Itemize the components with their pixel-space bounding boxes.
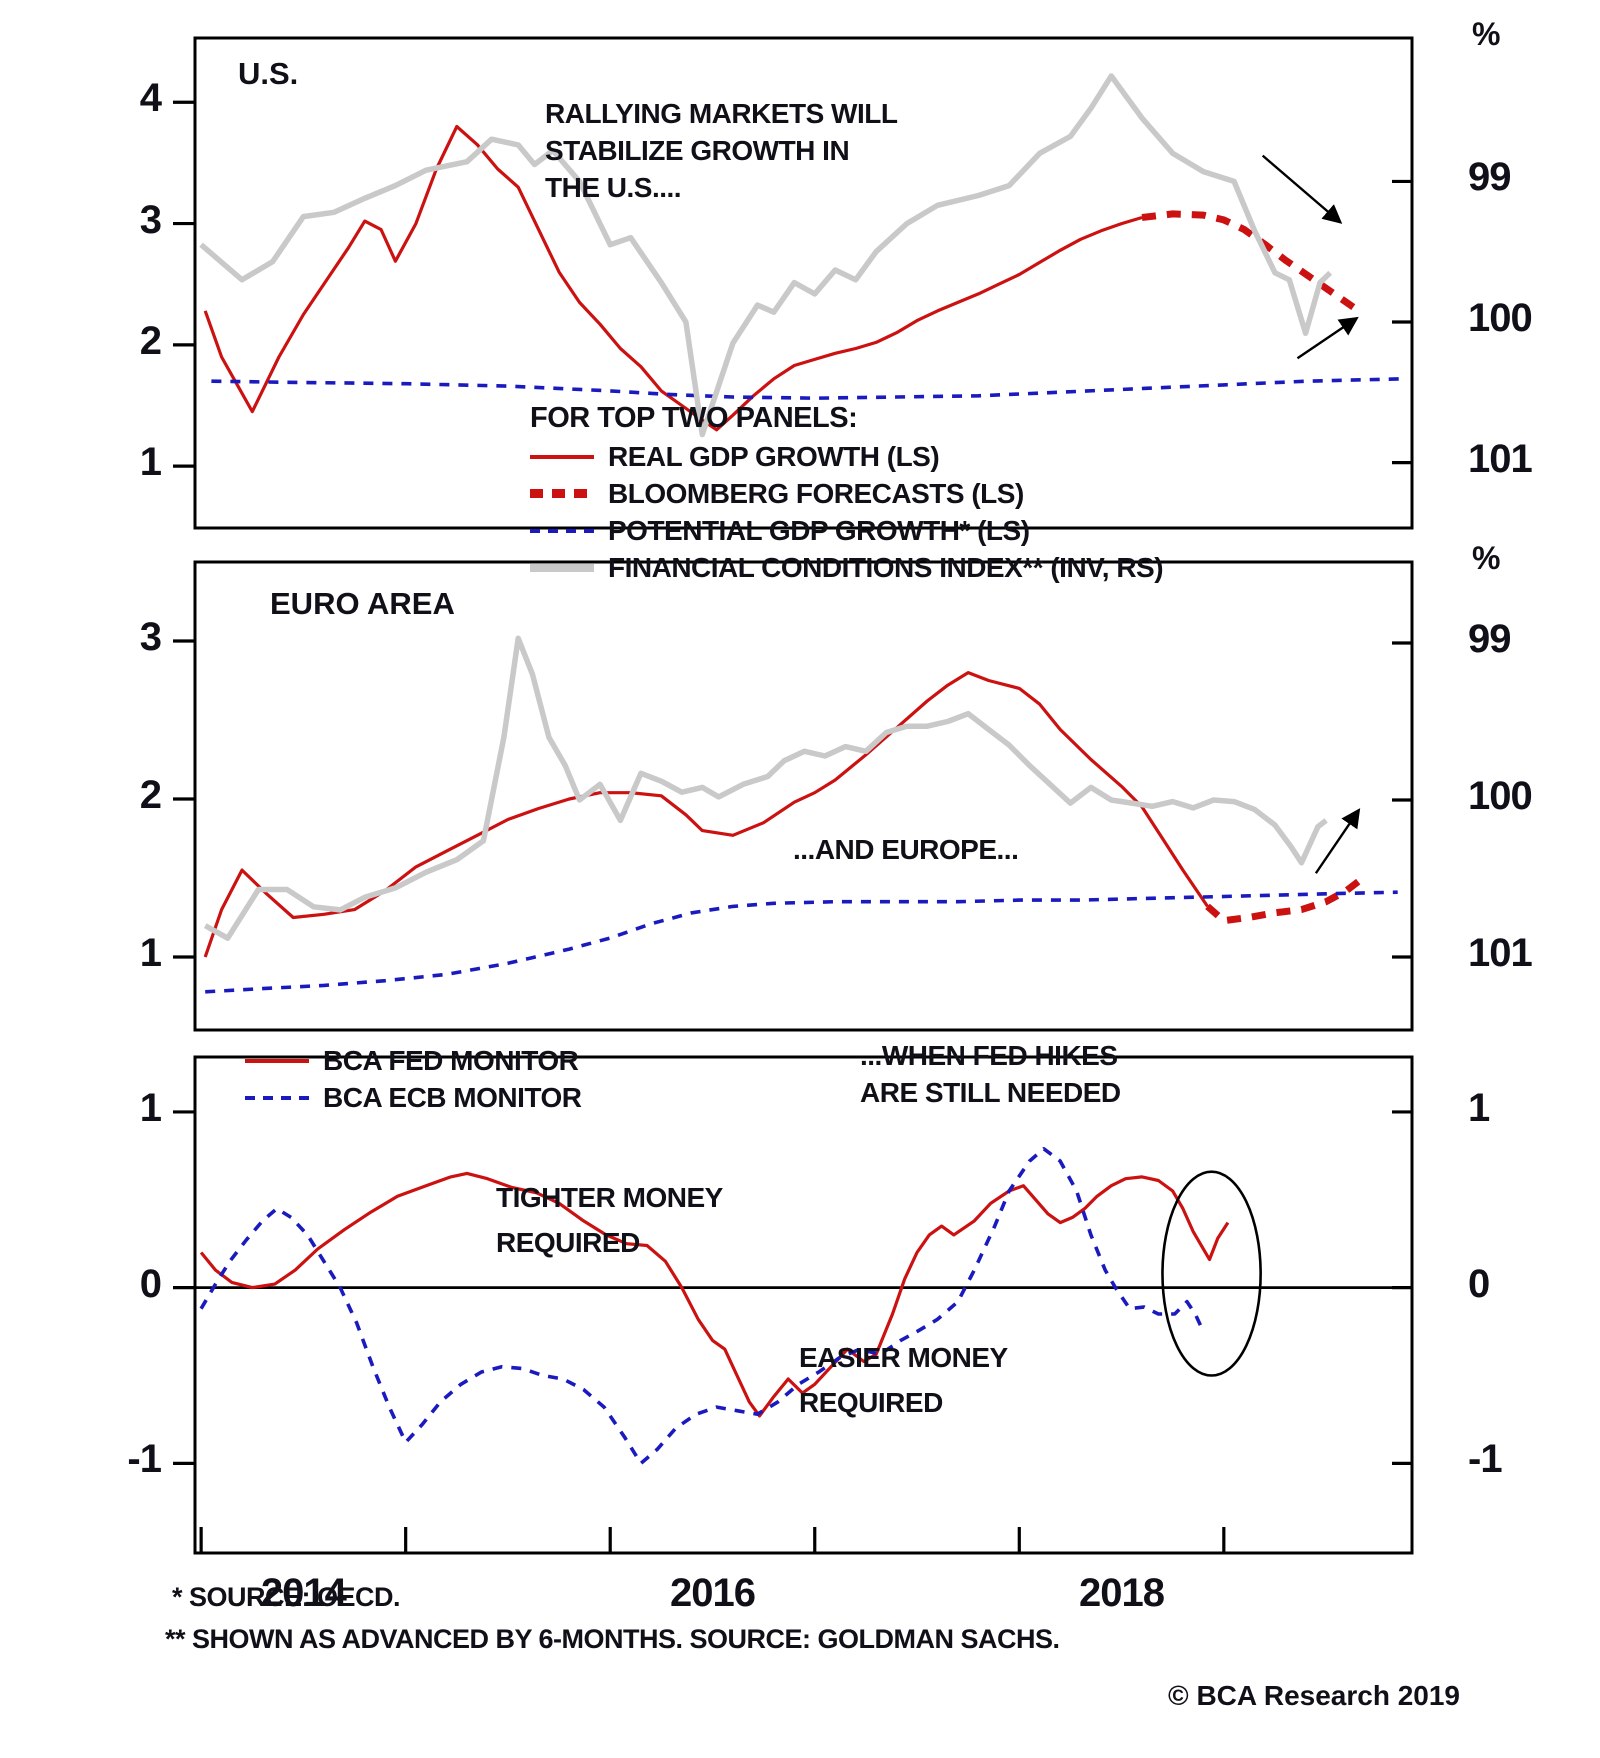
legend-item-financial-conditions: FINANCIAL CONDITIONS INDEX** (INV, RS) [530,549,1164,586]
panel-frame-top [193,36,1414,530]
copyright-bca-research: © BCA Research 2019 [1168,1680,1460,1711]
panel-title-euro-area: EURO AREA [270,586,455,621]
legend-bottom: BCA FED MONITOR BCA ECB MONITOR [245,1042,582,1116]
legend-label: BCA FED MONITOR [323,1044,579,1076]
legend-item-bloomberg-forecasts: BLOOMBERG FORECASTS (LS) [530,475,1163,512]
series-potential-gdp-growth-ls- [211,377,1404,401]
panel-frame-middle [193,560,1414,1032]
left-axis-tick-label-middle: 3 [139,615,162,659]
footnote-source-oecd: * SOURCE: OECD. [172,1582,401,1612]
series-bca-fed-monitor [199,1171,1230,1418]
series-bloomberg-forecasts-ls- [1141,210,1361,314]
right-axis-tick-label-middle: 101 [1468,930,1533,975]
highlight-ellipse [1161,1170,1262,1377]
trend-arrow-middle-0 [1314,808,1361,874]
annotation-and-europe: ...AND EUROPE... [793,834,1019,865]
panel-frame-bottom [193,1055,1414,1555]
legend-label: BLOOMBERG FORECASTS (LS) [608,477,1024,509]
left-axis-tick-label-middle: 1 [139,931,162,975]
legend-top-title: FOR TOP TWO PANELS: [530,401,858,434]
legend-label: FINANCIAL CONDITIONS INDEX** (INV, RS) [608,551,1164,583]
x-axis-year-label-2018: 2018 [1079,1571,1165,1615]
right-axis-tick-label-bottom: -1 [1468,1437,1503,1482]
right-axis-tick-label-top: 100 [1468,296,1533,341]
series-bloomberg-forecasts-ls- [1205,875,1366,925]
right-axis-percent-label-top: % [1472,16,1500,52]
legend-item-ecb-monitor: BCA ECB MONITOR [245,1079,582,1116]
annotation-tighter-money: TIGHTER MONEY REQUIRED [496,1182,723,1258]
blue-dashed-line-swatch [530,528,594,533]
left-axis-tick-label-top: 2 [139,318,162,363]
series-potential-gdp-growth-ls- [205,890,1398,994]
series-financial-conditions-index-inv-rs- [203,635,1328,941]
left-axis-tick-label-middle: 2 [139,773,162,817]
legend-item-fed-monitor: BCA FED MONITOR [245,1042,582,1079]
right-axis-tick-label-top: 99 [1468,155,1511,200]
left-axis-tick-label-bottom: 1 [139,1085,162,1130]
red-solid-line-swatch [245,1058,309,1063]
annotation-rallying-markets: RALLYING MARKETS WILL STABILIZE GROWTH I… [545,98,898,203]
x-axis-year-label-2016: 2016 [669,1571,756,1615]
annotation-when-fed-hikes: ...WHEN FED HIKES ARE STILL NEEDED [860,1040,1121,1108]
annotation-easier-money: EASIER MONEY REQUIRED [799,1342,1008,1418]
legend-label: BCA ECB MONITOR [323,1081,582,1113]
left-axis-tick-label-bottom: -1 [127,1437,162,1482]
right-axis-percent-label-middle: % [1472,540,1500,576]
red-solid-line-swatch [530,454,594,459]
series-financial-conditions-index-inv-rs- [199,73,1333,438]
gray-solid-line-swatch [530,563,594,572]
right-axis-tick-label-middle: 100 [1468,774,1533,818]
trend-arrow-top-1 [1296,316,1359,360]
legend-top: FOR TOP TWO PANELS: REAL GDP GROWTH (LS)… [530,398,1164,586]
right-axis-tick-label-bottom: 1 [1468,1085,1490,1130]
trend-arrow-top-0 [1261,154,1343,224]
legend-item-real-gdp: REAL GDP GROWTH (LS) [530,438,1163,475]
panel-title-us: U.S. [238,56,299,91]
left-axis-tick-label-bottom: 0 [139,1261,162,1306]
right-axis-tick-label-bottom: 0 [1468,1261,1490,1306]
legend-label: POTENTIAL GDP GROWTH* (LS) [608,514,1030,546]
left-axis-tick-label-top: 3 [139,197,162,242]
series-real-gdp-growth-ls- [203,124,1143,432]
footnote-goldman-sachs: ** SHOWN AS ADVANCED BY 6-MONTHS. SOURCE… [165,1624,1060,1654]
series-bca-ecb-monitor [199,1147,1206,1466]
legend-item-potential-gdp: POTENTIAL GDP GROWTH* (LS) [530,512,1163,549]
left-axis-tick-label-top: 1 [139,440,162,485]
blue-dashed-line-swatch [245,1095,309,1100]
red-dashed-line-swatch [530,489,594,498]
x-axis-year-label-2014: 2014 [260,1571,347,1615]
right-axis-tick-label-middle: 99 [1468,617,1511,661]
left-axis-tick-label-top: 4 [139,76,162,121]
series-real-gdp-growth-ls- [203,670,1209,958]
legend-label: REAL GDP GROWTH (LS) [608,440,940,472]
right-axis-tick-label-top: 101 [1468,436,1533,481]
